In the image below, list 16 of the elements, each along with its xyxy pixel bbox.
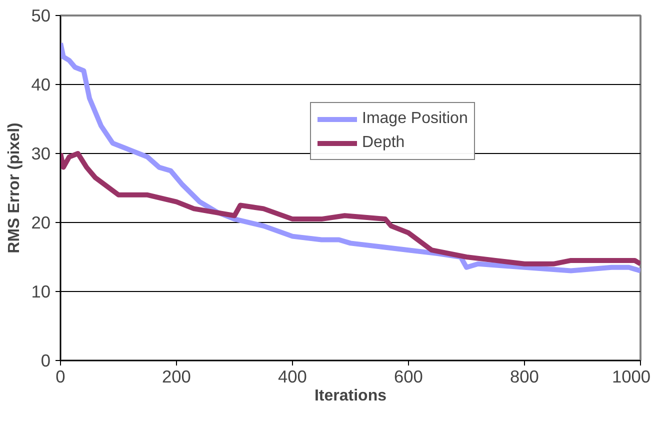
legend-label: Depth [362,134,405,152]
y-axis-title: RMS Error (pixel) [6,122,24,254]
x-tick-label: 1000 [612,366,651,386]
y-tick-label: 10 [31,282,51,302]
x-axis-title: Iterations [314,388,387,404]
y-tick-label: 20 [31,212,51,232]
x-tick-label: 600 [394,366,423,386]
legend-label: Image Position [362,110,468,128]
x-tick-label: 0 [56,366,66,386]
x-tick-label: 400 [278,366,307,386]
y-tick-label: 0 [40,350,51,370]
x-tick-label: 200 [162,366,191,386]
y-tick-label: 50 [31,6,51,26]
x-tick-label: 800 [510,366,539,386]
y-tick-label: 30 [31,144,51,164]
y-tick-label: 40 [31,74,51,94]
